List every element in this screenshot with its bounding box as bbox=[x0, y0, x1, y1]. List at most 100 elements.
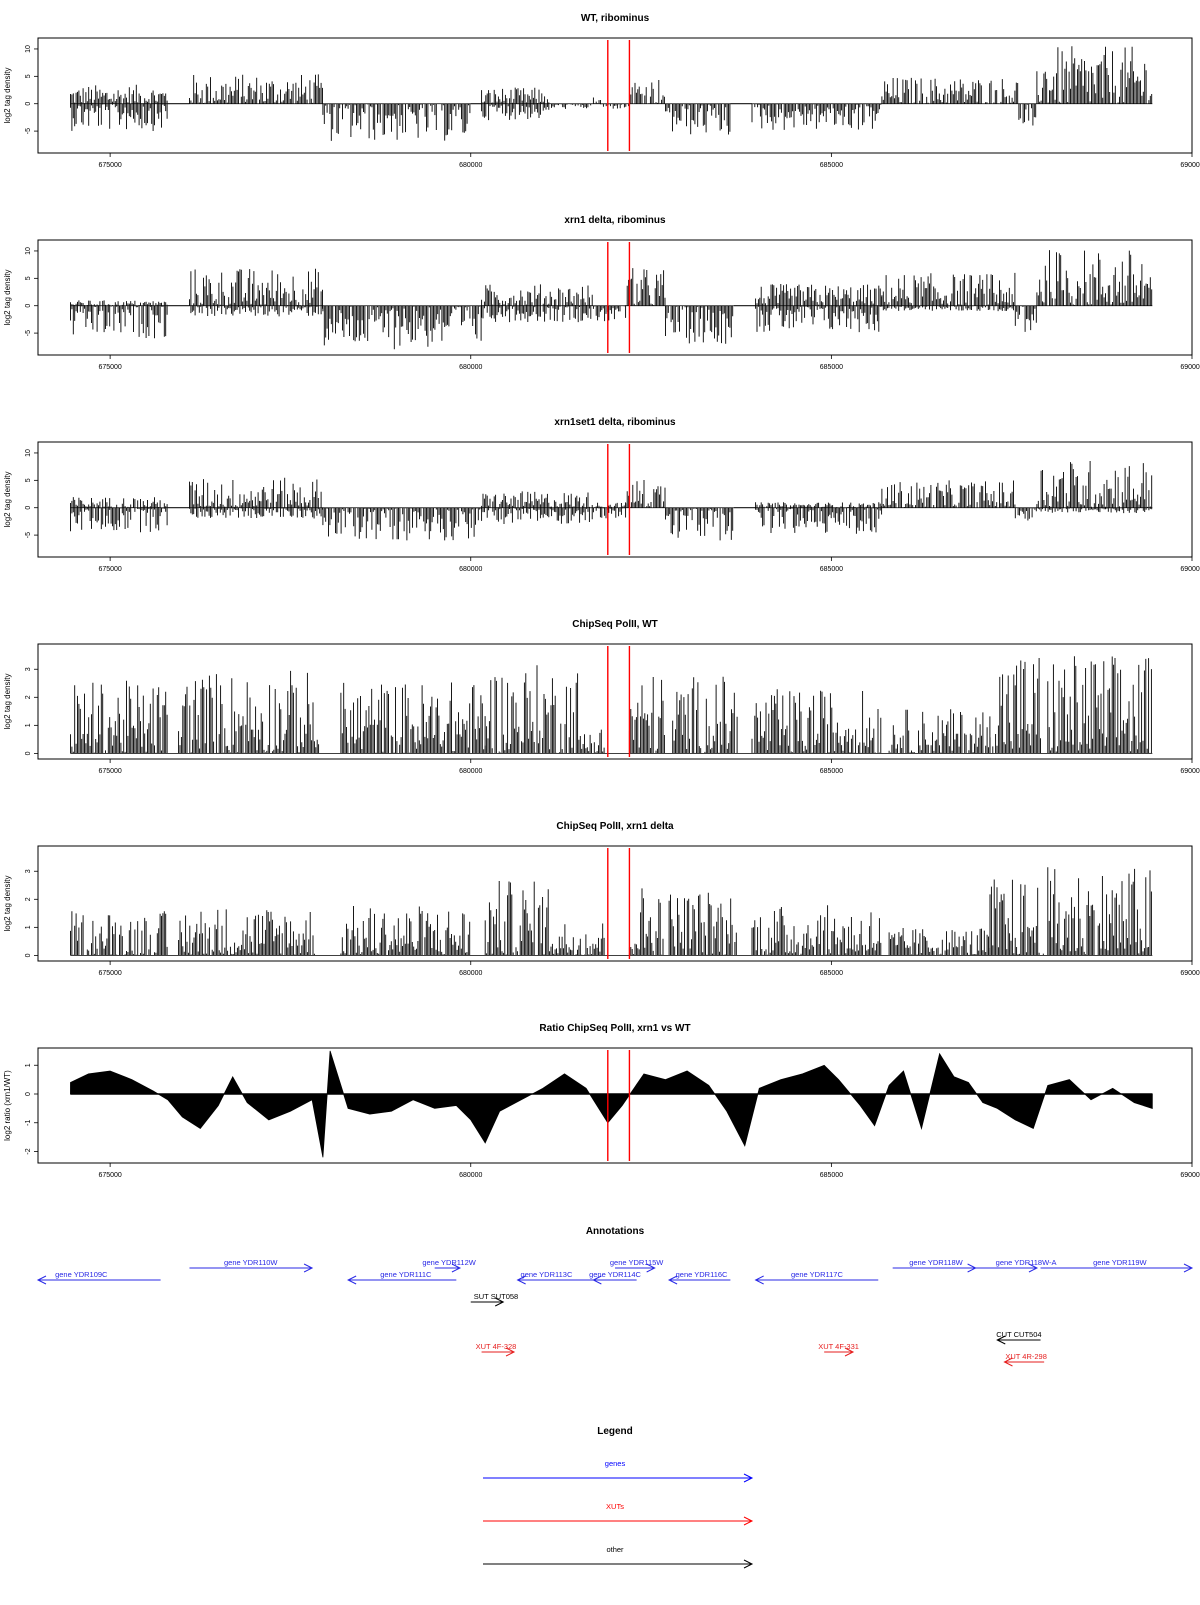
bar-series-path bbox=[751, 689, 882, 754]
data-segment-12 bbox=[1014, 507, 1037, 521]
y-tick-label: 10 bbox=[25, 449, 32, 457]
bar-series-path bbox=[189, 74, 323, 104]
data-segment-7 bbox=[625, 480, 666, 508]
annotation-label: gene YDR111C bbox=[380, 1270, 432, 1279]
bar-series-path bbox=[340, 682, 486, 754]
annotation-label: gene YDR109C bbox=[55, 1270, 108, 1279]
data-segment-6 bbox=[592, 305, 627, 322]
y-tick-label: 0 bbox=[25, 304, 32, 308]
y-tick-label: 2 bbox=[25, 695, 32, 699]
data-segment-13 bbox=[751, 103, 882, 130]
annotation-13: SUT SUT058 bbox=[470, 1292, 518, 1307]
x-tick-label: 675000 bbox=[98, 768, 121, 775]
annotation-12: gene YDR119W bbox=[1040, 1258, 1194, 1273]
bar-series-path bbox=[70, 911, 168, 956]
bar-series-path bbox=[553, 923, 605, 956]
bar-series-path bbox=[751, 103, 882, 130]
annotation-label: XUT 4F-328 bbox=[476, 1342, 517, 1351]
y-tick-label: 0 bbox=[25, 751, 32, 755]
y-axis-label: log2 tag density bbox=[3, 269, 12, 325]
bar-series-path bbox=[628, 677, 665, 754]
bar-series-path bbox=[628, 888, 665, 956]
x-tick-label: 675000 bbox=[98, 364, 121, 371]
data-segment-5 bbox=[578, 729, 605, 754]
data-segment-13 bbox=[1036, 461, 1153, 514]
x-tick-label: 680000 bbox=[459, 970, 482, 977]
annotation-arrowhead bbox=[1028, 1263, 1039, 1273]
bar-series-path bbox=[484, 665, 579, 754]
annotation-label: XUT 4R-298 bbox=[1005, 1352, 1047, 1361]
annotation-17: XUT 4R-298 bbox=[1003, 1352, 1047, 1367]
y-tick-label: 0 bbox=[25, 506, 32, 510]
data-segment-10 bbox=[755, 502, 883, 534]
annotation-arrowhead bbox=[451, 1263, 462, 1273]
bar-series-path bbox=[1018, 103, 1037, 126]
bar-series-path bbox=[755, 502, 883, 534]
data-segment-4 bbox=[322, 507, 482, 541]
x-tick-label: 675000 bbox=[98, 970, 121, 977]
legend-label: genes bbox=[605, 1459, 626, 1468]
bar-series-path bbox=[1014, 507, 1037, 521]
data-segment-16 bbox=[1036, 46, 1153, 104]
x-tick-label: 680000 bbox=[459, 1172, 482, 1179]
data-segment-9 bbox=[888, 709, 991, 754]
legend-entry-1: genes bbox=[483, 1459, 754, 1483]
annotation-label: gene YDR114C bbox=[589, 1270, 641, 1279]
y-axis-label: log2 ratio (xrn1/WT) bbox=[3, 1070, 12, 1141]
x-tick-label: 685000 bbox=[820, 970, 843, 977]
x-tick-label: 690000 bbox=[1180, 1172, 1200, 1179]
annotations-title: Annotations bbox=[586, 1226, 645, 1237]
data-segment-11 bbox=[881, 480, 1016, 508]
bar-series-path bbox=[989, 879, 1044, 956]
data-segment-7 bbox=[672, 676, 738, 754]
annotation-5: gene YDR113C bbox=[516, 1270, 594, 1285]
annotation-label: gene YDR113C bbox=[521, 1270, 573, 1279]
annotation-14: XUT 4F-328 bbox=[476, 1342, 517, 1357]
data-segment-6 bbox=[592, 502, 627, 519]
bar-series-path bbox=[70, 680, 168, 754]
y-axis-label: log2 tag density bbox=[3, 67, 12, 123]
data-segment-9 bbox=[888, 928, 991, 956]
data-segment-6 bbox=[628, 677, 665, 754]
y-tick-label: 1 bbox=[25, 1063, 32, 1067]
bar-series-path bbox=[1014, 305, 1037, 332]
data-segment-2 bbox=[178, 909, 315, 956]
x-tick-label: 680000 bbox=[459, 364, 482, 371]
panel-title: xrn1 delta, ribominus bbox=[564, 215, 666, 226]
data-segment-4 bbox=[322, 305, 482, 350]
data-segment-8 bbox=[751, 905, 882, 956]
bar-series-path bbox=[178, 670, 320, 754]
legend-arrowhead bbox=[743, 1559, 754, 1569]
bar-series-path bbox=[1036, 461, 1153, 514]
panel-title: Ratio ChipSeq PolII, xrn1 vs WT bbox=[539, 1023, 690, 1034]
bar-series-path bbox=[888, 928, 991, 956]
annotation-label: gene YDR116C bbox=[676, 1270, 728, 1279]
data-segment-8 bbox=[592, 97, 601, 104]
x-tick-label: 680000 bbox=[459, 768, 482, 775]
x-tick-label: 680000 bbox=[459, 162, 482, 169]
y-tick-label: -1 bbox=[25, 1120, 32, 1126]
bar-series-path bbox=[70, 497, 168, 533]
x-tick-label: 675000 bbox=[98, 162, 121, 169]
bar-series-path bbox=[600, 103, 630, 109]
data-segment-1 bbox=[70, 497, 168, 533]
legend-entry-3: other bbox=[483, 1545, 754, 1569]
annotation-4: gene YDR112W bbox=[422, 1258, 477, 1273]
data-segment-3 bbox=[189, 268, 323, 317]
x-tick-label: 685000 bbox=[820, 364, 843, 371]
y-tick-label: 10 bbox=[25, 247, 32, 255]
annotation-6: gene YDR114C bbox=[589, 1270, 642, 1285]
annotation-15: XUT 4F-331 bbox=[818, 1342, 859, 1357]
plot-frame bbox=[37, 239, 1193, 356]
legend-arrowhead bbox=[743, 1473, 754, 1483]
annotation-16: CUT CUT504 bbox=[996, 1330, 1042, 1345]
bar-series-path bbox=[1036, 250, 1153, 306]
annotation-label: CUT CUT504 bbox=[996, 1330, 1041, 1339]
x-tick-label: 685000 bbox=[820, 162, 843, 169]
bar-series-path bbox=[322, 103, 471, 141]
data-segment-10 bbox=[989, 658, 1041, 754]
bar-series-path bbox=[592, 97, 601, 104]
annotation-arrowhead bbox=[36, 1275, 47, 1285]
